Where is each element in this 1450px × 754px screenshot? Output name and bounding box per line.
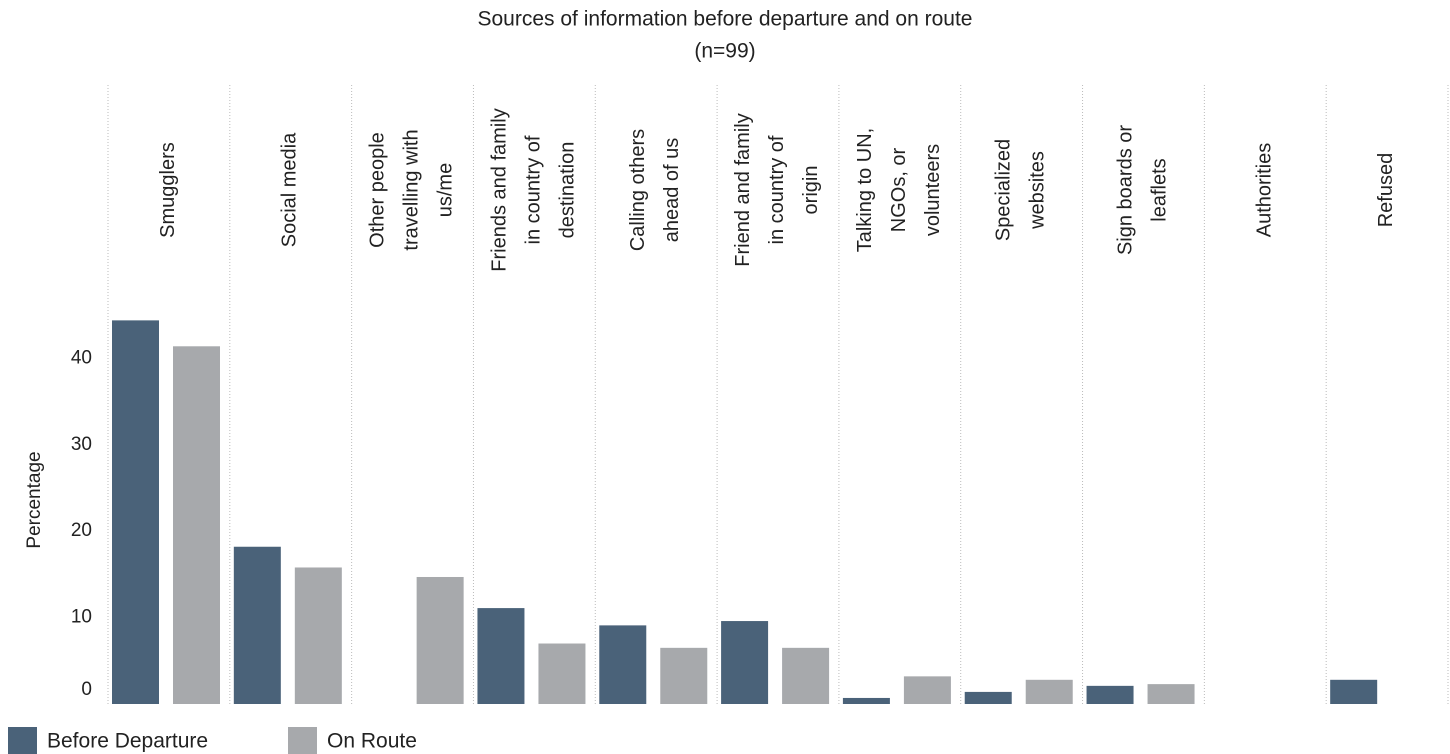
y-tick-label: 20 [71, 520, 92, 541]
bar [842, 697, 890, 704]
category-label: Social media [279, 132, 301, 247]
category-label: Friend and family in country of origin [732, 113, 822, 266]
category-label: Talking to UN, NGOs, or volunteers [854, 128, 944, 253]
bar [233, 546, 281, 704]
bar [1147, 684, 1195, 704]
bar [721, 621, 769, 704]
chart-title: Sources of information before departure … [478, 8, 973, 31]
bar [416, 576, 464, 704]
bar [964, 691, 1012, 704]
bar [1025, 679, 1073, 704]
bar [173, 346, 220, 704]
legend-label: On Route [327, 730, 417, 753]
y-tick-label: 10 [71, 607, 92, 628]
category-label: Other people travelling with us/me [367, 129, 457, 250]
bar [112, 320, 159, 704]
category-label: Sign boards or leaflets [1115, 125, 1171, 255]
y-tick-label: 0 [81, 679, 92, 700]
y-tick-label: 40 [71, 347, 92, 368]
bar [1330, 679, 1378, 704]
y-axis-title: Percentage [24, 451, 45, 548]
y-tick-label: 30 [71, 434, 92, 455]
bar [903, 676, 951, 704]
chart-subtitle: (n=99) [694, 40, 755, 63]
bar [477, 608, 525, 704]
category-label: Authorities [1254, 143, 1276, 238]
category-label: Friends and family in country of destinati… [489, 108, 579, 271]
category-label: Specialized websites [993, 139, 1049, 241]
bar [599, 625, 647, 704]
bar [782, 647, 830, 704]
legend-swatch [288, 727, 317, 754]
legend-label: Before Departure [47, 730, 208, 753]
category-label: Calling others ahead of us [627, 129, 683, 251]
bar [660, 647, 708, 704]
category-label: Smugglers [157, 142, 179, 238]
legend-swatch [8, 727, 37, 754]
bar [538, 643, 586, 704]
bar [294, 567, 342, 704]
category-label: Refused [1375, 153, 1397, 228]
bar [1086, 685, 1134, 704]
